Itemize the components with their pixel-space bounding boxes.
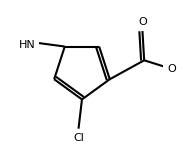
- Text: O: O: [167, 64, 176, 74]
- Text: Cl: Cl: [73, 133, 84, 143]
- Text: HN: HN: [19, 40, 36, 50]
- Text: O: O: [138, 17, 147, 27]
